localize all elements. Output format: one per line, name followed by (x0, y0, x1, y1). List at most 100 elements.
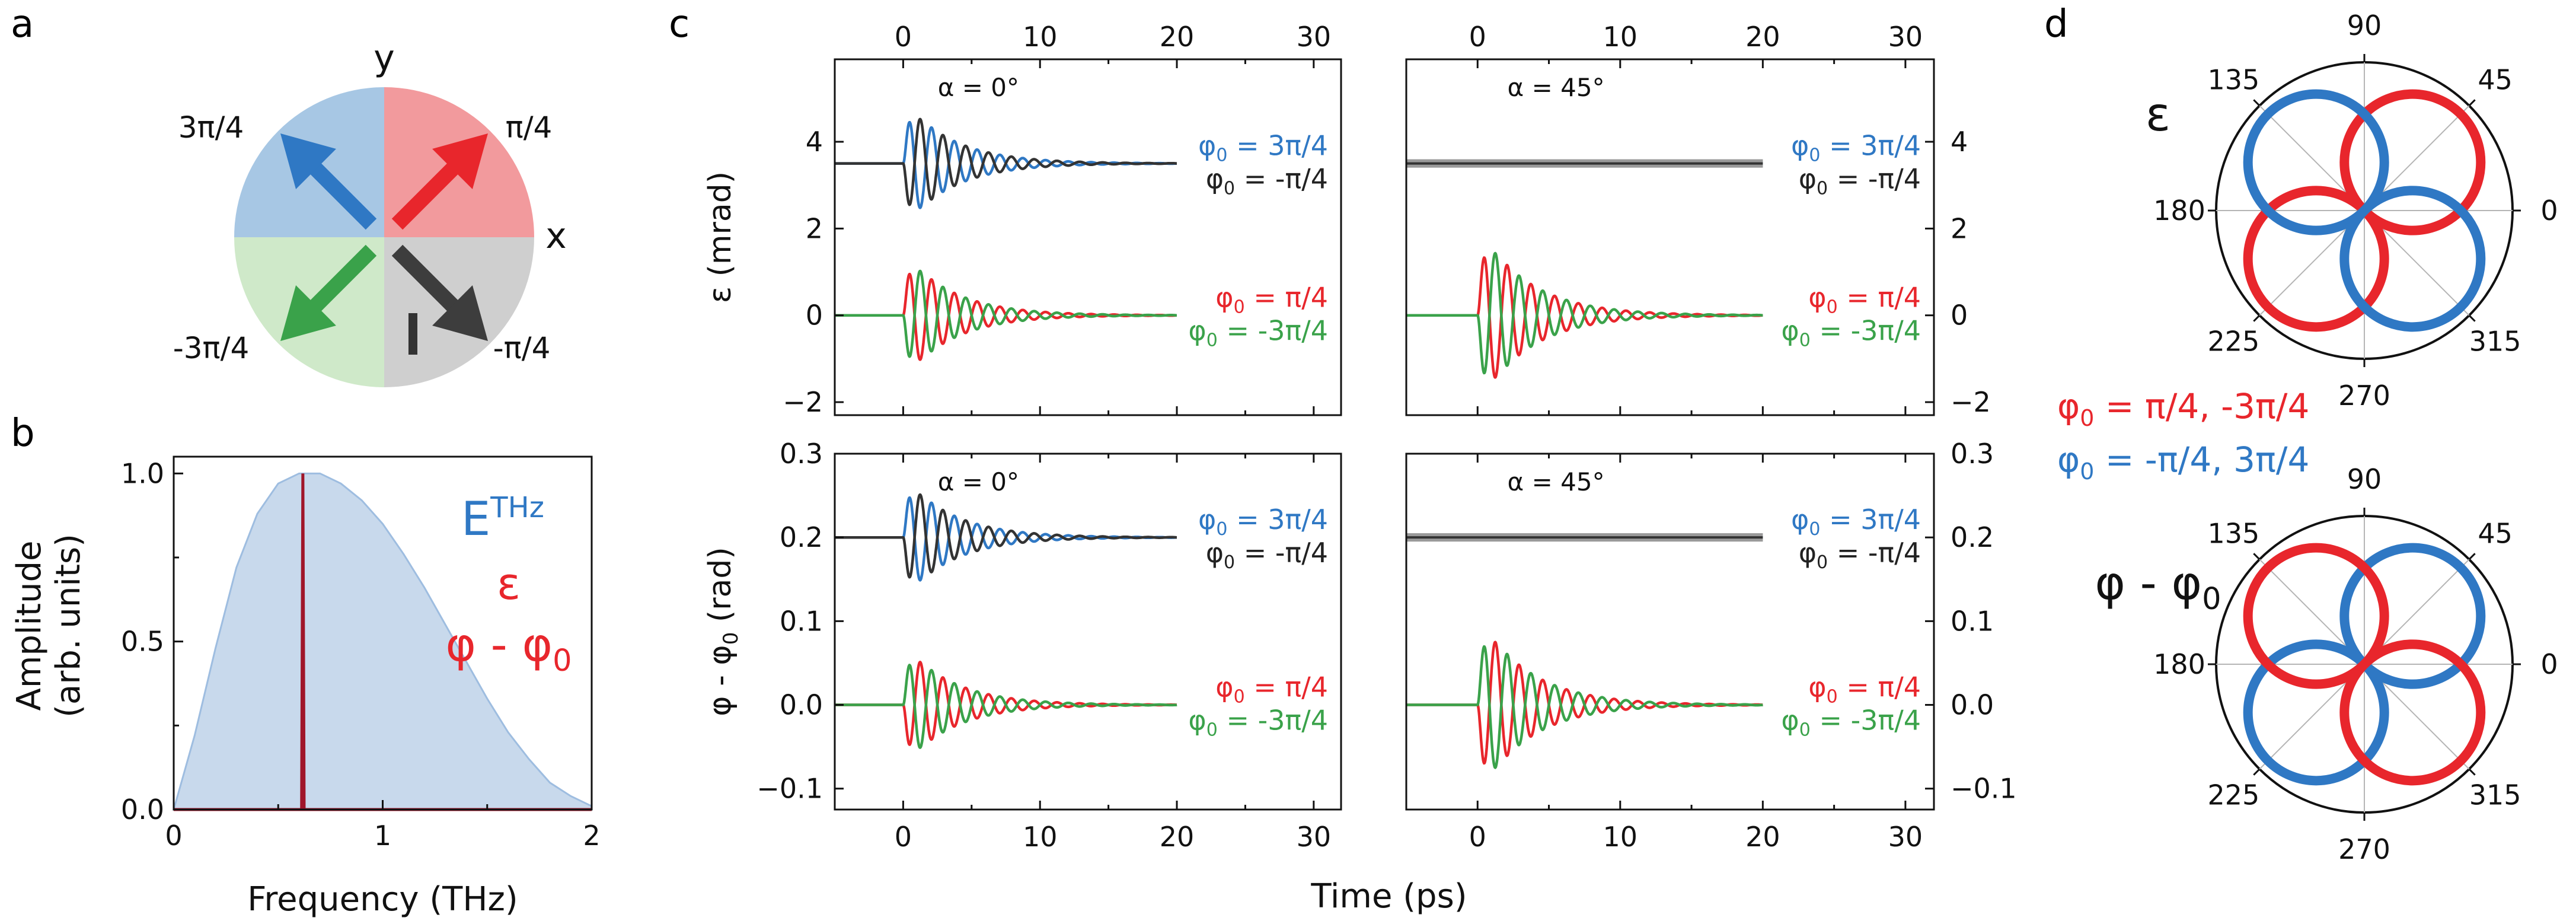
y-tick-label: 0.5 (121, 626, 164, 658)
panel-label-a: a (11, 2, 34, 46)
x-tick-label: 1 (374, 820, 391, 852)
legend-blue: φ0 = 3π/4 (1198, 504, 1328, 540)
y-axis-label: φ - φ0 (rad) (703, 547, 743, 716)
polar-angle-label: 135 (2207, 63, 2259, 95)
polar-angle-label: 225 (2207, 326, 2259, 358)
x-tick-label: 10 (1603, 821, 1638, 853)
y-tick-label: 0.1 (780, 605, 823, 637)
quadrant-label-neg-pi-4: -π/4 (493, 331, 551, 365)
polar-quantity-label: ε (2146, 88, 2170, 142)
polar-angle-label: 270 (2338, 380, 2390, 412)
plot-frame (834, 453, 1342, 811)
y-tick-label: 0.2 (780, 521, 823, 553)
arrow-head-1 (280, 133, 336, 189)
trace-green (1406, 251, 1763, 375)
polar-angle-label: 45 (2478, 517, 2513, 549)
polar-angle-label: 180 (2153, 648, 2205, 680)
x-tick-label: 20 (1745, 821, 1780, 853)
arrow-shaft-2 (301, 244, 377, 320)
x-tick-label: 2 (583, 820, 600, 852)
x-tick-label: 10 (1023, 821, 1058, 853)
y-axis-label: ε (mrad) (703, 171, 738, 303)
polar-angle-label: 45 (2478, 63, 2513, 95)
polarizer-marker (408, 313, 417, 355)
x-tick-label-top: 30 (1297, 21, 1332, 53)
y-tick-label: 1.0 (121, 457, 164, 489)
legend-green: φ0 = -3π/4 (1781, 315, 1921, 351)
x-tick-label: 20 (1160, 821, 1195, 853)
polar-angle-label: 225 (2207, 779, 2259, 811)
polar-lobe-red (2243, 186, 2389, 332)
polar-angle-label: 0 (2540, 648, 2558, 680)
arrow-shaft-0 (391, 154, 467, 230)
panel-label-b: b (11, 412, 35, 455)
legend-red: φ0 = π/4 (1215, 671, 1328, 708)
legend-green: φ0 = -3π/4 (1781, 705, 1921, 741)
legend-phi: φ - φ0 (445, 619, 572, 678)
subplot-title: α = 45° (1508, 73, 1605, 102)
y-tick-label: 0 (806, 299, 823, 332)
x-tick-label-top: 10 (1603, 21, 1638, 53)
subplot-c12: 0 10 20 30 −2 0 2 4 α = 45° φ0 = 3π/4φ0 = -π/4 φ0 … (1405, 21, 1991, 418)
plot-frame (834, 58, 1342, 416)
x-tick-label-top: 10 (1023, 21, 1058, 53)
panel-label-d: d (2044, 2, 2069, 46)
plot-frame (1405, 58, 1935, 416)
subplot-c22: 0 10 20 30−0.10.00.10.20.3α = 45°φ0 = 3π/4φ… (1405, 438, 2017, 853)
polar-tick (2253, 553, 2261, 560)
series-area-ethz (173, 472, 593, 811)
polar-angle-label: 315 (2469, 779, 2521, 811)
legend-black: φ0 = -π/4 (1799, 163, 1921, 199)
y-tick-label-right: 0.3 (1951, 438, 1994, 470)
arrow-head-3 (432, 285, 488, 341)
axis-y-label: y (374, 37, 395, 79)
trace-green (835, 664, 1177, 750)
polar-angle-label: 0 (2540, 195, 2558, 227)
polar-tick (2468, 314, 2476, 322)
polar-tick (2468, 553, 2476, 560)
legend-black: φ0 = -π/4 (1206, 163, 1328, 199)
legend-blue: φ0 = 3π/4 (1198, 130, 1328, 166)
x-tick-label: 0 (895, 821, 912, 853)
polar-lobe-red (2339, 639, 2486, 786)
arrow-shaft-1 (301, 154, 377, 230)
polar-angle-label: 135 (2207, 517, 2259, 549)
polar-angle-label: 180 (2153, 195, 2205, 227)
subplot-title: α = 0° (938, 73, 1019, 102)
subplot-c11: 0 10 20 30 −2 0 2 4 α = 0° φ0 = 3π/4φ0 = -π/4 φ0 =… (703, 21, 1342, 418)
legend-red: φ0 = π/4 (1808, 282, 1921, 318)
subplot-c21: 0 10 20 30−0.10.00.10.20.3α = 0°φ0 = 3π/4φ0… (703, 438, 1342, 853)
legend-green: φ0 = -3π/4 (1188, 705, 1328, 741)
quadrant-label-3pi-4: 3π/4 (178, 110, 244, 145)
polar-plot-1: 0 45 90 135 180 225 270 315 ε (2146, 9, 2558, 412)
y-tick-label: 0.3 (780, 438, 823, 470)
legend-red: φ0 = π/4, -3π/4 (2057, 386, 2309, 431)
arrow-head-2 (280, 285, 336, 341)
legend-green: φ0 = -3π/4 (1188, 315, 1328, 351)
polar-angle-label: 90 (2347, 9, 2382, 42)
polar-plot-2: 0 45 90 135 180 225 270 315 φ - φ0 (2095, 463, 2558, 865)
polar-angle-label: 270 (2338, 833, 2390, 865)
y-tick-label: 0.0 (121, 794, 164, 826)
legend-red: φ0 = π/4 (1215, 282, 1328, 318)
arrow-head-0 (432, 133, 488, 189)
panel-label-c: c (669, 2, 690, 46)
y-tick-label-right: 0.0 (1951, 689, 1994, 721)
plot-frame (1405, 453, 1935, 811)
legend-blue: φ0 = 3π/4 (1791, 504, 1921, 540)
legend-epsilon: ε (497, 559, 521, 610)
legend-red: φ0 = π/4 (1808, 671, 1921, 708)
x-tick-label-top: 0 (1469, 21, 1486, 53)
polar-lobe-red (2243, 543, 2389, 689)
x-tick-label-top: 30 (1888, 21, 1923, 53)
y-tick-label: 2 (806, 212, 823, 244)
y-tick-label: 4 (806, 126, 823, 158)
x-tick-label: 0 (1469, 821, 1486, 853)
legend-black: φ0 = -π/4 (1206, 537, 1328, 573)
y-tick-label-right: 0.1 (1951, 605, 1994, 637)
legend-blue: φ0 = -π/4, 3π/4 (2057, 439, 2309, 485)
y-tick-label: −2 (783, 386, 823, 418)
axis-x-label: x (545, 215, 567, 257)
polar-angle-label: 315 (2469, 326, 2521, 358)
